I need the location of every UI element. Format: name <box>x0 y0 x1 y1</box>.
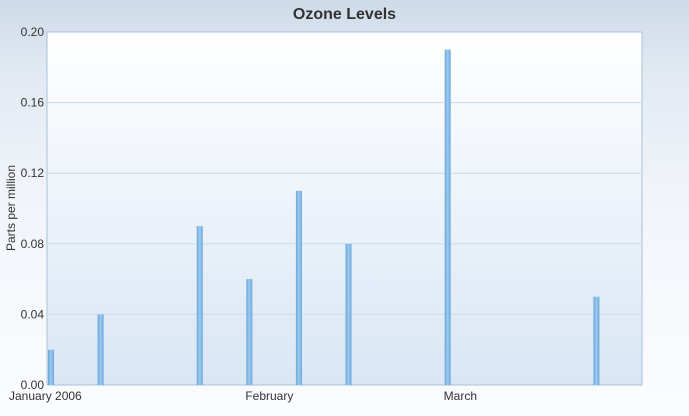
bar <box>295 190 302 385</box>
y-tick-label: 0.00 <box>21 378 45 392</box>
bar <box>345 243 352 385</box>
y-tick-label: 0.20 <box>21 25 45 39</box>
x-tick-label: March <box>444 389 477 403</box>
plot-area <box>46 31 643 386</box>
bar <box>97 314 104 385</box>
bar <box>593 296 600 385</box>
y-tick-label: 0.04 <box>21 307 45 321</box>
x-tick-label: February <box>245 389 293 403</box>
y-tick-label: 0.08 <box>21 237 45 251</box>
y-tick-label: 0.16 <box>21 96 45 110</box>
y-tick-label: 0.12 <box>21 166 45 180</box>
bar <box>48 349 54 385</box>
chart-title: Ozone Levels <box>292 6 397 23</box>
bar <box>444 49 451 386</box>
x-tick-label: January 2006 <box>9 389 82 403</box>
bar <box>246 279 253 385</box>
y-axis-label: Parts per million <box>4 165 18 251</box>
bar <box>196 226 203 385</box>
